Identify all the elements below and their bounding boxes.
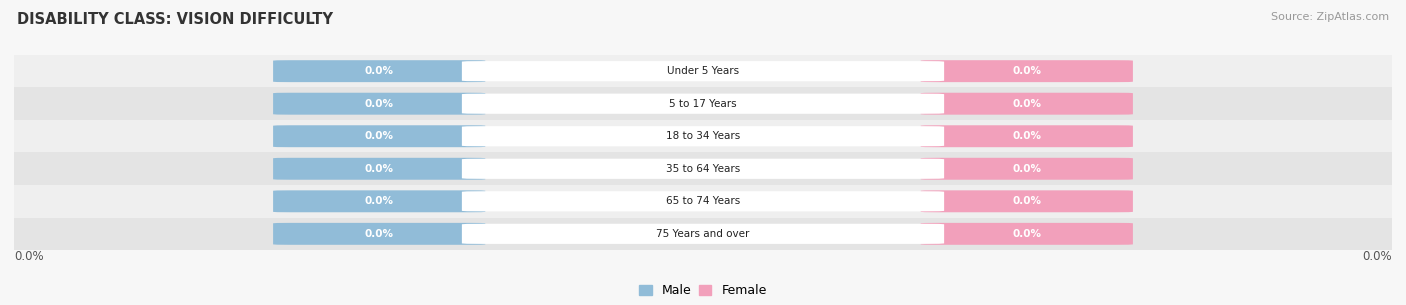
FancyBboxPatch shape: [273, 158, 485, 180]
Text: 0.0%: 0.0%: [364, 131, 394, 141]
Legend: Male, Female: Male, Female: [634, 279, 772, 303]
Text: 0.0%: 0.0%: [1362, 250, 1392, 263]
FancyBboxPatch shape: [273, 93, 485, 115]
Text: 0.0%: 0.0%: [364, 229, 394, 239]
Text: 18 to 34 Years: 18 to 34 Years: [666, 131, 740, 141]
Text: 5 to 17 Years: 5 to 17 Years: [669, 99, 737, 109]
FancyBboxPatch shape: [461, 191, 945, 211]
Text: DISABILITY CLASS: VISION DIFFICULTY: DISABILITY CLASS: VISION DIFFICULTY: [17, 12, 333, 27]
Text: 0.0%: 0.0%: [1012, 196, 1042, 206]
FancyBboxPatch shape: [461, 224, 945, 244]
Text: 0.0%: 0.0%: [1012, 229, 1042, 239]
FancyBboxPatch shape: [921, 158, 1133, 180]
Text: Source: ZipAtlas.com: Source: ZipAtlas.com: [1271, 12, 1389, 22]
FancyBboxPatch shape: [461, 61, 945, 81]
Text: 0.0%: 0.0%: [364, 164, 394, 174]
Text: 35 to 64 Years: 35 to 64 Years: [666, 164, 740, 174]
Text: 0.0%: 0.0%: [364, 99, 394, 109]
FancyBboxPatch shape: [921, 60, 1133, 82]
FancyBboxPatch shape: [461, 126, 945, 146]
FancyBboxPatch shape: [273, 125, 485, 147]
Text: 0.0%: 0.0%: [1012, 131, 1042, 141]
Text: 65 to 74 Years: 65 to 74 Years: [666, 196, 740, 206]
Text: 75 Years and over: 75 Years and over: [657, 229, 749, 239]
FancyBboxPatch shape: [461, 159, 945, 179]
FancyBboxPatch shape: [273, 190, 485, 212]
Text: 0.0%: 0.0%: [1012, 66, 1042, 76]
FancyBboxPatch shape: [921, 190, 1133, 212]
Bar: [14, 120, 1392, 152]
FancyBboxPatch shape: [921, 223, 1133, 245]
FancyBboxPatch shape: [921, 125, 1133, 147]
Text: 0.0%: 0.0%: [1012, 164, 1042, 174]
FancyBboxPatch shape: [461, 94, 945, 114]
Bar: [14, 152, 1392, 185]
Text: Under 5 Years: Under 5 Years: [666, 66, 740, 76]
Bar: [14, 217, 1392, 250]
Text: 0.0%: 0.0%: [364, 66, 394, 76]
Text: 0.0%: 0.0%: [1012, 99, 1042, 109]
Bar: [14, 55, 1392, 88]
Text: 0.0%: 0.0%: [364, 196, 394, 206]
Bar: [14, 88, 1392, 120]
Text: 0.0%: 0.0%: [14, 250, 44, 263]
Bar: [14, 185, 1392, 217]
FancyBboxPatch shape: [273, 60, 485, 82]
FancyBboxPatch shape: [273, 223, 485, 245]
FancyBboxPatch shape: [921, 93, 1133, 115]
